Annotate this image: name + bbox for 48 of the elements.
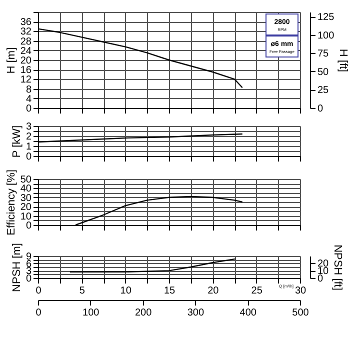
y-tick-label: 10 xyxy=(20,211,32,222)
y2-tick-label: 50 xyxy=(318,66,330,78)
y2-tick-label: 125 xyxy=(318,12,335,24)
y-tick-label: 20 xyxy=(20,202,32,214)
x2-tick-label: 300 xyxy=(187,308,204,318)
y-tick-label: 1 xyxy=(26,142,32,152)
x2-tick-label: 500 xyxy=(292,308,310,318)
y-tick-label: 8 xyxy=(26,84,32,96)
y2-tick-label: 0 xyxy=(318,104,324,114)
y-tick-label: 0 xyxy=(26,152,32,162)
x2-tick-label: 0 xyxy=(36,308,42,318)
y-tick-label: 16 xyxy=(20,65,32,76)
x-tick-label: 20 xyxy=(208,286,220,296)
y2-axis-title: H [ft] xyxy=(337,48,350,72)
y-tick-label: 30 xyxy=(20,192,32,204)
y-tick-label: 0 xyxy=(26,220,32,232)
x2-tick-label: 200 xyxy=(134,308,152,318)
y-tick-label: 40 xyxy=(20,184,32,195)
line-series xyxy=(69,258,236,272)
y-tick-label: 3 xyxy=(26,122,32,132)
y2-axis-title: NPSH [ft] xyxy=(332,244,344,290)
x2-tick-label: 400 xyxy=(240,308,257,318)
y-tick-label: 28 xyxy=(20,36,32,48)
y2-tick-label: 0 xyxy=(318,274,324,284)
x-tick-label: 0 xyxy=(36,286,42,296)
y-tick-label: 36 xyxy=(20,17,32,28)
y-tick-label: 0 xyxy=(26,274,32,284)
y2-tick-label: 25 xyxy=(318,85,330,96)
y-tick-label: 12 xyxy=(20,74,32,86)
x-tick-label: 25 xyxy=(251,286,263,296)
x2-tick-label: 100 xyxy=(82,308,100,318)
y-axis-title: Efficiency [%] xyxy=(5,170,18,236)
y-tick-label: 50 xyxy=(20,174,32,186)
x-tick-label: 5 xyxy=(79,286,86,296)
y-axis-title: NPSH [m] xyxy=(10,243,23,292)
y-tick-label: 2 xyxy=(26,132,32,142)
y-tick-label: 20 xyxy=(20,56,32,66)
y2-tick-label: 75 xyxy=(318,48,330,60)
y-tick-label: 32 xyxy=(20,26,32,38)
y-tick-label: 0 xyxy=(26,104,32,114)
y2-tick-label: 100 xyxy=(318,30,335,42)
y-tick-label: 24 xyxy=(20,46,32,57)
x-tick-label: 10 xyxy=(120,286,132,296)
y-axis-title: P [kW] xyxy=(10,125,23,158)
x-tick-label: 15 xyxy=(164,286,176,296)
y-axis-title: H [m] xyxy=(5,47,18,74)
x-tick-label: 30 xyxy=(294,286,306,296)
y-tick-label: 4 xyxy=(26,94,32,105)
